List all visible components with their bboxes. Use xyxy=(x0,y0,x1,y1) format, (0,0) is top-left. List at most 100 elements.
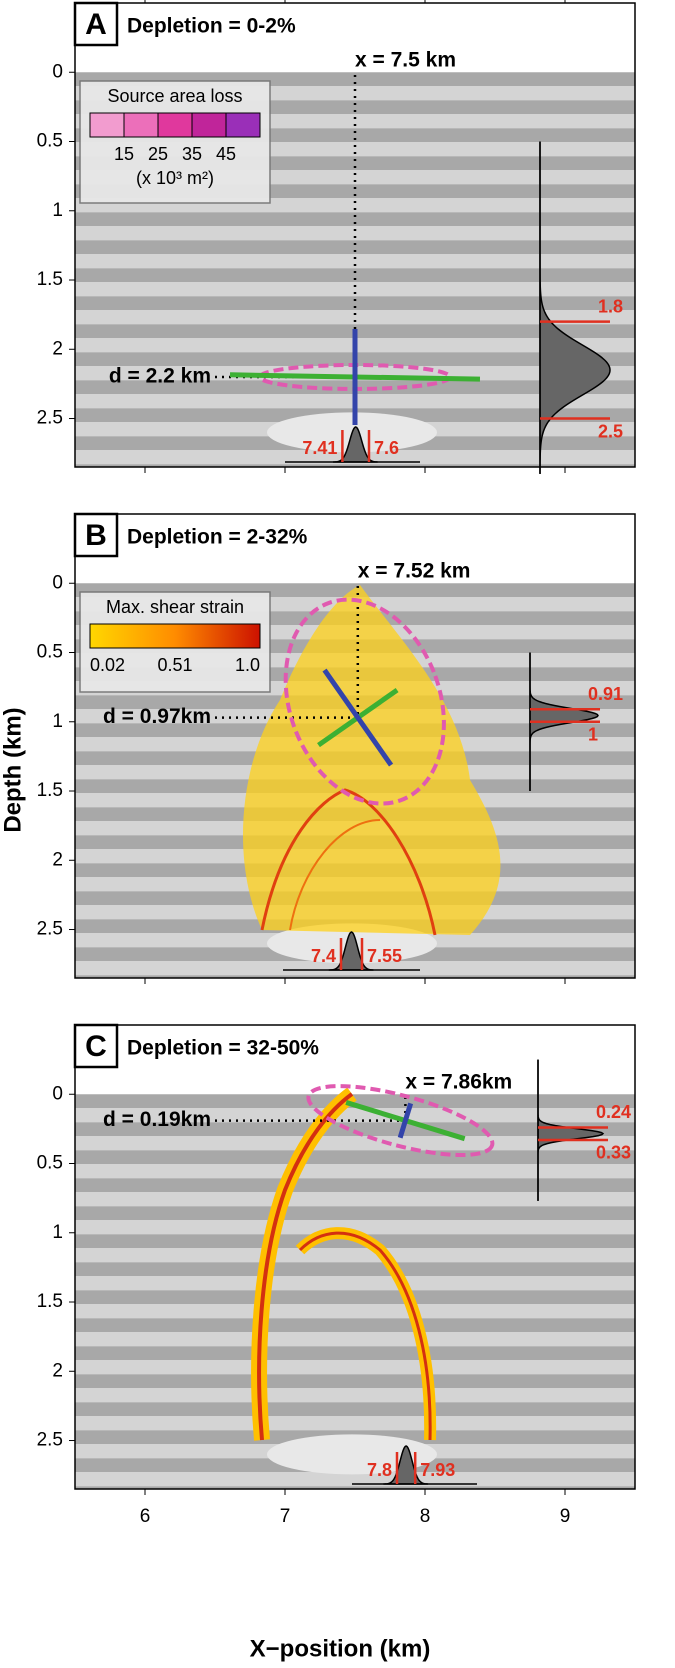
y-tick-label: 1 xyxy=(52,200,63,221)
stratum xyxy=(75,1262,635,1277)
panel-letter: C xyxy=(85,1030,107,1063)
y-tick-label: 1 xyxy=(52,711,63,732)
legend-tick-label: 0.02 xyxy=(90,655,125,675)
stratum xyxy=(75,1318,635,1333)
legend-tick-label: 35 xyxy=(182,144,202,164)
legend-title: Source area loss xyxy=(107,86,242,106)
panel-letter: B xyxy=(85,519,107,552)
panel-letter-box xyxy=(73,1023,119,1069)
legend-title: Max. shear strain xyxy=(106,597,244,617)
x-histogram xyxy=(332,426,378,463)
y-tick-label: 1.5 xyxy=(37,1291,63,1312)
stratum xyxy=(75,1206,635,1221)
y-tick-label: 0.5 xyxy=(37,642,63,663)
stratum xyxy=(75,1108,635,1123)
y-tick-label: 2 xyxy=(52,849,63,870)
stratum xyxy=(75,464,635,467)
x-marker-label: x = 7.52 km xyxy=(358,560,471,583)
depth-bound-label: 0.33 xyxy=(596,1143,631,1163)
legend-swatch xyxy=(123,112,159,138)
legend-unit: (x 10³ m²) xyxy=(136,168,214,188)
y-tick-label: 0.5 xyxy=(37,131,63,152)
panel: 00.511.522.5B Depletion = 2-32%x = 7.52 k… xyxy=(37,512,636,984)
blue-axis-line xyxy=(397,1102,414,1139)
y-tick-label: 1.5 xyxy=(37,269,63,290)
x-tick-label: 6 xyxy=(140,1506,151,1527)
stratum xyxy=(75,975,635,978)
y-tick-label: 1 xyxy=(52,1222,63,1243)
y-tick-label: 0 xyxy=(52,1083,63,1104)
stratum xyxy=(75,1388,635,1403)
d-marker-label: d = 2.2 km xyxy=(109,365,211,388)
stratum xyxy=(75,1332,635,1347)
strain-band xyxy=(260,788,437,936)
plot-frame xyxy=(74,513,636,979)
x-histogram xyxy=(383,1445,429,1485)
plot-frame xyxy=(74,2,636,468)
legend-swatch xyxy=(225,112,261,138)
legend-swatch xyxy=(157,112,193,138)
panel-letter-box xyxy=(73,512,119,558)
legend-swatch xyxy=(89,112,125,138)
stratum xyxy=(75,212,635,227)
stratum xyxy=(75,1178,635,1193)
y-tick-label: 2.5 xyxy=(37,408,63,429)
stratum xyxy=(75,296,635,311)
strain-band xyxy=(298,1231,432,1441)
source-ellipse xyxy=(306,1084,495,1158)
stratum xyxy=(75,1374,635,1389)
d-marker-label: d = 0.97km xyxy=(103,705,211,728)
y-tick-label: 2 xyxy=(52,1360,63,1381)
y-tick-label: 0 xyxy=(52,61,63,82)
stratum xyxy=(75,254,635,269)
stratum xyxy=(75,1248,635,1263)
y-tick-label: 2 xyxy=(52,338,63,359)
x-marker-label: x = 7.5 km xyxy=(355,49,456,72)
y-tick-label: 0 xyxy=(52,572,63,593)
x-tick-label: 9 xyxy=(560,1506,571,1527)
d-marker-label: d = 0.19km xyxy=(103,1108,211,1131)
cavity xyxy=(267,1434,437,1475)
stratum xyxy=(75,1150,635,1165)
depth-bound-label: 0.91 xyxy=(588,684,623,704)
stratum xyxy=(75,1346,635,1361)
stratum xyxy=(75,1402,635,1417)
panel-title: Depletion = 2-32% xyxy=(127,526,308,549)
legend-swatch xyxy=(191,112,227,138)
x-marker-label: x = 7.86km xyxy=(405,1071,512,1094)
stratum xyxy=(75,1486,635,1489)
stratum xyxy=(75,1416,635,1431)
stratum xyxy=(75,226,635,241)
plot-frame xyxy=(74,1024,636,1490)
legend-tick-label: 45 xyxy=(216,144,236,164)
stratum xyxy=(75,1276,635,1291)
panel: 0 0.5 1 1.5 2 2.5 6 7 8 9 C Depletion = 32-50% x = 7… xyxy=(37,1023,636,1527)
panel-title: Depletion = 32-50% xyxy=(127,1037,319,1060)
panel-letter: A xyxy=(85,8,107,41)
x-bound-label: 7.41 xyxy=(302,438,337,458)
panel: 0 0.5 1 1.5 2 2.5 A Depletion = 0-2% x = 7.5 km d… xyxy=(37,0,636,474)
x-histogram xyxy=(328,931,374,971)
stratum xyxy=(75,1122,635,1137)
strain-cloud xyxy=(242,585,501,935)
depth-bound-label: 0.24 xyxy=(596,1102,631,1122)
y-tick-label: 2.5 xyxy=(37,919,63,940)
legend-tick-label: 15 xyxy=(114,144,134,164)
x-tick-label: 8 xyxy=(420,1506,431,1527)
legend-tick-label: 1.0 xyxy=(235,655,260,675)
legend-tick-label: 25 xyxy=(148,144,168,164)
depth-bound-label: 1.8 xyxy=(598,296,623,316)
x-bound-label: 7.55 xyxy=(367,946,402,966)
panel-title: Depletion = 0-2% xyxy=(127,15,296,38)
stratum xyxy=(75,282,635,297)
stratum xyxy=(75,1220,635,1235)
stratum xyxy=(75,1164,635,1179)
panel-letter-box xyxy=(73,1,119,47)
stratum xyxy=(75,1136,635,1151)
x-axis-label: X−position (km) xyxy=(250,1635,431,1662)
stratum xyxy=(75,268,635,283)
source-ellipse xyxy=(283,597,446,806)
y-tick-label: 0.5 xyxy=(37,1153,63,1174)
stratum xyxy=(75,1304,635,1319)
